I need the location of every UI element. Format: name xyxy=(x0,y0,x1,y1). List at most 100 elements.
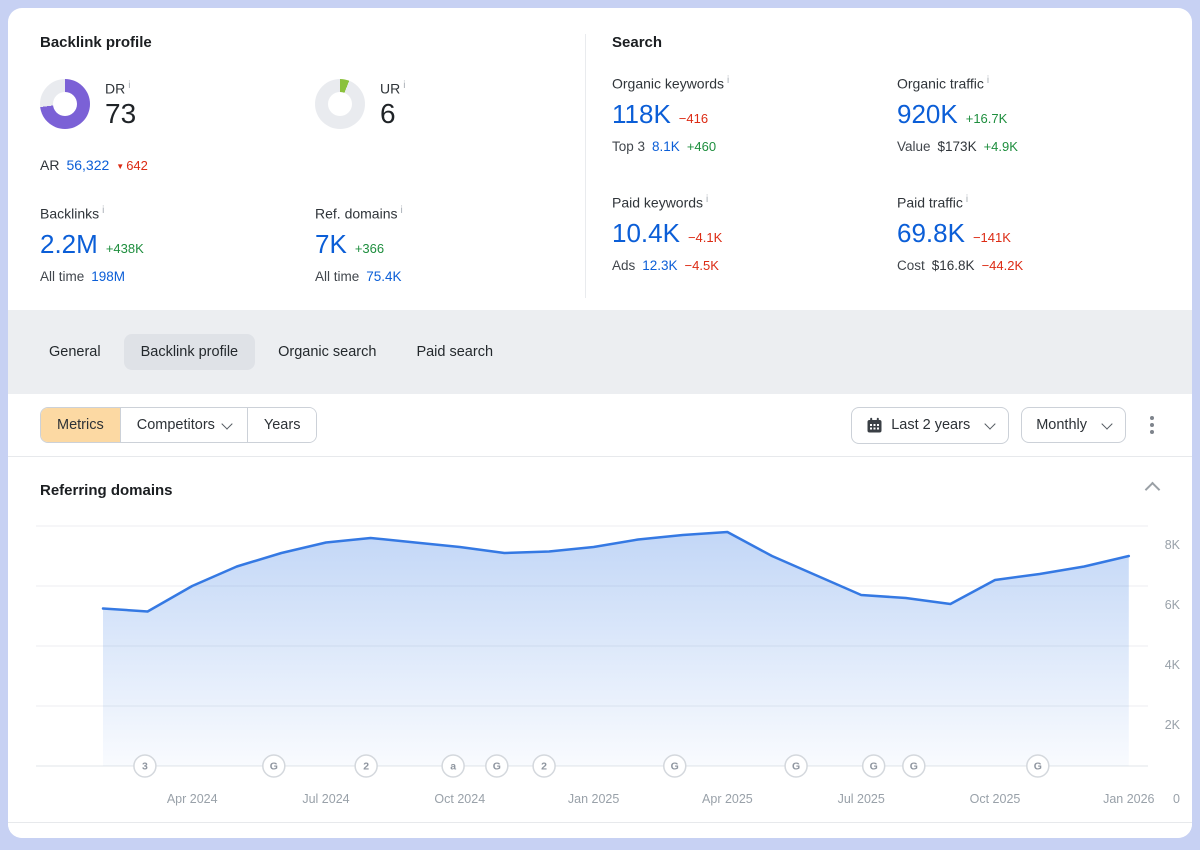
ar-label: AR xyxy=(40,157,60,173)
collapse-section-button[interactable] xyxy=(1143,479,1162,502)
cost-delta: −44.2K xyxy=(981,257,1024,273)
paid-traffic-block: Paid traffic i 69.8K −141K Cost $16.8K −4… xyxy=(897,194,1182,273)
backlink-profile-section: Backlink profile DR i 73 UR i 6 xyxy=(8,8,585,310)
google-update-marker[interactable]: G xyxy=(784,754,808,778)
dr-donut-chart xyxy=(40,79,90,129)
svg-text:G: G xyxy=(493,761,501,773)
organic-keywords-label: Organic keywords i xyxy=(612,75,730,92)
ur-label: UR i xyxy=(380,79,406,97)
svg-text:G: G xyxy=(792,761,800,773)
paid-traffic-value-link[interactable]: 69.8K xyxy=(897,217,965,248)
google-update-marker[interactable]: G xyxy=(262,754,286,778)
info-icon: i xyxy=(965,193,969,205)
backlinks-value-link[interactable]: 2.2M xyxy=(40,228,98,259)
tab-backlink-profile[interactable]: Backlink profile xyxy=(123,334,256,370)
svg-text:8K: 8K xyxy=(1165,538,1180,552)
ref-domains-alltime-value-link[interactable]: 75.4K xyxy=(366,268,402,284)
svg-text:G: G xyxy=(270,761,278,773)
svg-text:Jan 2025: Jan 2025 xyxy=(568,792,619,806)
triangle-down-icon: ▼ xyxy=(116,161,125,171)
svg-text:4K: 4K xyxy=(1165,658,1180,672)
organic-traffic-value-link[interactable]: 920K xyxy=(897,98,958,129)
paid-keywords-block: Paid keywords i 10.4K −4.1K Ads 12.3K −4.… xyxy=(612,194,897,273)
backlink-profile-title: Backlink profile xyxy=(40,34,152,51)
top3-value-link[interactable]: 8.1K xyxy=(652,138,680,154)
info-icon: i xyxy=(400,205,403,216)
ar-delta: ▼ 642 xyxy=(116,157,148,173)
svg-text:G: G xyxy=(671,761,679,773)
footer-divider xyxy=(8,822,1192,823)
traffic-value-label: Value xyxy=(897,138,931,154)
kebab-icon xyxy=(1150,416,1154,420)
svg-text:Oct 2025: Oct 2025 xyxy=(970,792,1021,806)
paid-keywords-delta: −4.1K xyxy=(687,229,723,245)
svg-text:Jul 2024: Jul 2024 xyxy=(302,792,349,806)
view-mode-group: Metrics Competitors Years xyxy=(40,407,318,443)
tab-general[interactable]: General xyxy=(32,334,118,370)
footer-strip xyxy=(8,823,1192,838)
ref-domains-delta: +366 xyxy=(354,240,385,256)
organic-keywords-value-link[interactable]: 118K xyxy=(612,98,671,129)
svg-text:2: 2 xyxy=(541,761,547,773)
cost-label: Cost xyxy=(897,257,925,273)
info-icon: i xyxy=(727,75,730,86)
more-options-button[interactable] xyxy=(1144,410,1160,440)
dr-value: 73 xyxy=(105,97,137,129)
google-update-marker[interactable]: 2 xyxy=(532,754,556,778)
chevron-down-icon xyxy=(1101,417,1113,430)
google-update-marker[interactable]: 2 xyxy=(354,754,378,778)
referring-domains-section: Referring domains 8K 6K 4K 2K Apr 2024 Jul 20… xyxy=(8,457,1192,822)
backlinks-alltime-label: All time xyxy=(40,268,85,284)
domain-rating-block: DR i 73 xyxy=(40,75,315,133)
date-range-button[interactable]: Last 2 years xyxy=(851,406,1010,444)
svg-text:6K: 6K xyxy=(1165,598,1180,612)
metrics-vertical-divider xyxy=(585,34,586,298)
tab-organic-search[interactable]: Organic search xyxy=(261,334,393,370)
svg-text:Jul 2025: Jul 2025 xyxy=(838,792,885,806)
google-update-marker[interactable]: 3 xyxy=(133,754,157,778)
svg-text:Oct 2024: Oct 2024 xyxy=(434,792,485,806)
paid-keywords-label: Paid keywords i xyxy=(612,193,709,211)
ur-value: 6 xyxy=(380,97,396,129)
search-title: Search xyxy=(612,34,663,51)
svg-text:a: a xyxy=(450,761,456,773)
svg-text:Jan 2026: Jan 2026 xyxy=(1103,792,1154,806)
ar-value-link[interactable]: 56,322 xyxy=(66,157,110,173)
google-update-marker[interactable]: G xyxy=(861,754,886,778)
google-update-marker[interactable]: G xyxy=(663,754,687,778)
competitors-dropdown-button[interactable]: Competitors xyxy=(119,408,247,442)
tab-paid-search[interactable]: Paid search xyxy=(399,334,510,370)
backlinks-alltime-value-link[interactable]: 198M xyxy=(91,268,126,284)
svg-text:G: G xyxy=(910,761,918,773)
chart-title: Referring domains xyxy=(40,482,173,499)
backlinks-label: Backlinks i xyxy=(40,205,105,222)
svg-text:2K: 2K xyxy=(1165,718,1180,732)
google-update-marker[interactable]: G xyxy=(485,754,509,778)
search-section: Search Organic keywords i 118K −416 Top 3… xyxy=(586,8,1192,310)
google-update-marker[interactable]: G xyxy=(1026,754,1050,778)
referring-domains-chart[interactable]: 8K 6K 4K 2K Apr 2024 Jul 2024 Oct 2024 Jan 2025… xyxy=(36,510,1181,816)
svg-text:G: G xyxy=(870,761,878,773)
info-icon: i xyxy=(706,193,709,205)
paid-traffic-label: Paid traffic i xyxy=(897,193,969,211)
ref-domains-value-link[interactable]: 7K xyxy=(315,228,347,259)
dr-label: DR i xyxy=(105,79,131,97)
backlinks-block: Backlinks i 2.2M +438K All time 198M xyxy=(40,205,315,284)
ref-domains-alltime-label: All time xyxy=(315,268,360,284)
toolbar-divider xyxy=(8,456,1192,457)
chart-header: Referring domains xyxy=(8,457,1192,510)
google-update-marker[interactable]: G xyxy=(902,754,926,778)
google-update-marker[interactable]: a xyxy=(441,754,465,778)
rating-donuts-row: DR i 73 UR i 6 xyxy=(40,75,585,133)
url-rating-block: UR i 6 xyxy=(315,75,590,133)
metrics-toggle-button[interactable]: Metrics xyxy=(41,408,120,442)
svg-text:Apr 2025: Apr 2025 xyxy=(702,792,753,806)
chart-area: 8K 6K 4K 2K Apr 2024 Jul 2024 Oct 2024 Jan 2025… xyxy=(8,510,1192,821)
chart-toolbar: Metrics Competitors Years Last 2 years M… xyxy=(8,394,1192,456)
ref-domains-block: Ref. domains i 7K +366 All time 75.4K xyxy=(315,205,590,284)
paid-keywords-value-link[interactable]: 10.4K xyxy=(612,217,680,248)
years-toggle-button[interactable]: Years xyxy=(246,408,317,442)
ads-value-link[interactable]: 12.3K xyxy=(642,257,678,273)
chevron-down-icon xyxy=(221,417,233,430)
granularity-button[interactable]: Monthly xyxy=(1021,407,1126,443)
